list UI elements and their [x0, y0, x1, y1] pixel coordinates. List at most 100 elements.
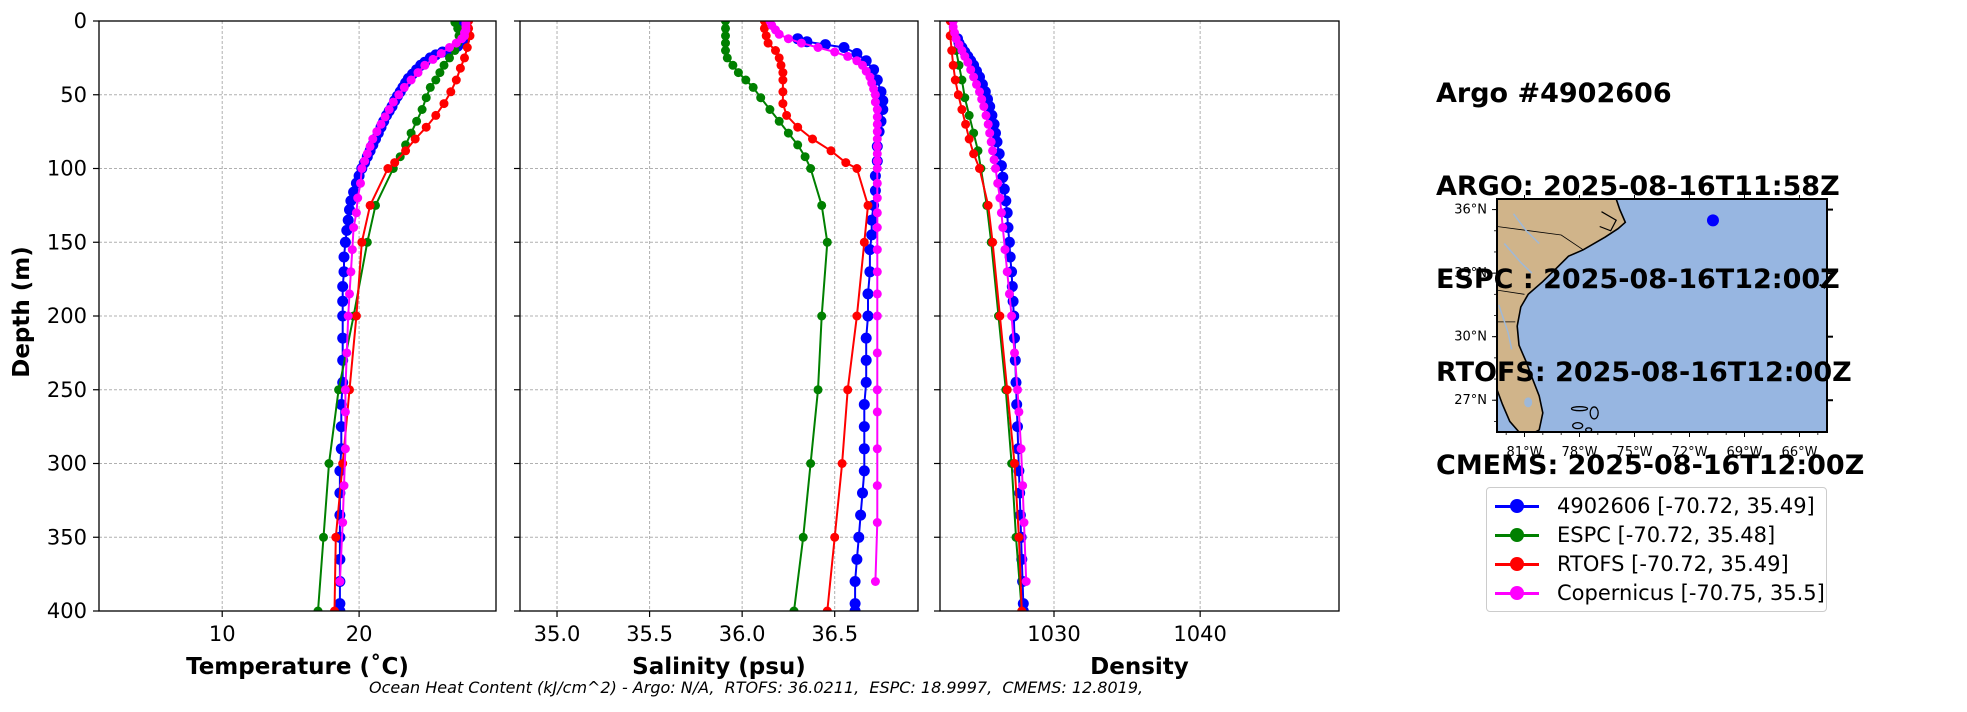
data-point-argo — [339, 236, 351, 248]
data-point-rtofs — [431, 110, 441, 120]
data-point-espc — [793, 140, 803, 150]
data-point-espc — [412, 116, 422, 126]
data-point-espc — [822, 237, 832, 247]
data-point-cmems — [872, 245, 882, 255]
data-point-cmems — [1016, 444, 1026, 454]
data-point-argo — [849, 605, 861, 611]
data-point-cmems — [346, 267, 356, 277]
data-point-argo — [858, 443, 870, 455]
data-point-cmems — [1004, 289, 1014, 299]
data-point-cmems — [360, 156, 370, 166]
data-point-argo — [866, 229, 878, 241]
data-point-cmems — [872, 156, 882, 166]
data-point-argo — [819, 39, 831, 51]
data-point-cmems — [1013, 385, 1022, 395]
legend-label-rtofs: RTOFS [-70.72, 35.49] — [1557, 552, 1789, 576]
data-point-rtofs — [421, 122, 431, 132]
series-group — [721, 21, 889, 611]
map-island-bermuda — [1819, 283, 1826, 289]
data-point-cmems — [993, 178, 1003, 188]
x-tick-label: 36.5 — [811, 622, 858, 646]
data-point-argo — [858, 465, 870, 477]
data-point-rtofs — [964, 134, 974, 144]
data-point-rtofs — [401, 146, 411, 156]
y-tick-label: 350 — [47, 525, 87, 549]
data-point-cmems — [872, 178, 882, 188]
data-point-cmems — [872, 223, 882, 232]
data-point-cmems — [413, 68, 423, 78]
data-point-rtofs — [330, 606, 339, 611]
map-island — [1572, 421, 1584, 430]
data-point-rtofs — [383, 164, 393, 173]
legend-swatch-espc — [1495, 521, 1539, 549]
data-point-cmems — [870, 97, 880, 107]
data-point-argo — [849, 576, 861, 587]
data-point-cmems — [872, 208, 882, 218]
map-lon-label: 72°W — [1672, 445, 1708, 460]
y-tick-label: 400 — [47, 599, 87, 623]
data-point-cmems — [813, 43, 823, 52]
data-point-rtofs — [1010, 459, 1019, 468]
data-point-argo — [877, 95, 889, 107]
data-point-cmems — [349, 223, 359, 232]
data-point-rtofs — [778, 75, 788, 85]
title-line-rtofs-time: RTOFS: 2025-08-16T12:00Z — [1436, 357, 1852, 388]
data-point-rtofs — [953, 90, 963, 100]
x-tick-label: 1030 — [1027, 622, 1080, 646]
data-point-espc — [774, 116, 784, 126]
legend-swatch-argo — [1495, 492, 1539, 520]
data-point-cmems — [872, 289, 882, 299]
x-axis-label-salinity: Salinity (psu) — [632, 654, 806, 680]
data-point-espc — [334, 385, 344, 395]
data-point-cmems — [872, 518, 882, 527]
legend-item-argo: 4902606 [-70.72, 35.49] — [1495, 492, 1815, 520]
data-point-espc — [453, 23, 463, 33]
data-point-rtofs — [988, 237, 998, 247]
data-point-cmems — [998, 223, 1008, 232]
map-river — [1503, 243, 1533, 274]
data-point-cmems — [872, 311, 882, 321]
legend-item-copernicus: Copernicus [-70.75, 35.5] — [1495, 579, 1825, 607]
data-point-cmems — [451, 38, 461, 48]
data-point-cmems — [979, 102, 989, 111]
data-point-rtofs — [826, 146, 836, 156]
data-point-rtofs — [863, 200, 873, 210]
data-point-espc — [964, 110, 974, 120]
data-point-cmems — [872, 407, 882, 417]
title-line-espc-time: ESPC : 2025-08-16T12:00Z — [1436, 264, 1840, 295]
data-point-espc — [789, 606, 799, 611]
data-point-rtofs — [774, 53, 784, 63]
map-lat-label: 36°N — [1454, 203, 1487, 218]
data-point-espc — [722, 53, 732, 63]
data-point-cmems — [872, 267, 882, 277]
data-point-cmems — [969, 72, 979, 82]
data-point-cmems — [783, 34, 793, 44]
data-point-rtofs — [351, 311, 361, 321]
y-tick-label: 200 — [47, 304, 87, 328]
data-point-espc — [733, 68, 743, 78]
data-point-cmems — [872, 444, 882, 454]
data-point-rtofs — [950, 75, 960, 85]
data-point-cmems — [988, 146, 998, 156]
x-axis-label-density: Density — [1090, 654, 1189, 680]
data-point-espc — [435, 68, 445, 78]
data-point-espc — [721, 31, 730, 41]
data-point-argo — [998, 183, 1010, 195]
legend-swatch-rtofs — [1495, 550, 1539, 578]
data-point-argo — [860, 376, 872, 388]
map-island — [1589, 406, 1599, 420]
data-point-cmems — [376, 119, 386, 129]
data-point-cmems — [339, 481, 349, 491]
data-point-cmems — [380, 112, 390, 122]
map-lat-label: 33°N — [1454, 266, 1487, 281]
panel-temperature: 0 50 100 150 200 250 300 350 400 10 20 Temperature … — [47, 9, 497, 680]
series-line-argo — [797, 37, 884, 611]
data-point-espc — [765, 105, 775, 114]
x-tick-label: 20 — [346, 622, 373, 646]
data-point-cmems — [436, 49, 446, 58]
data-point-rtofs — [455, 63, 465, 73]
data-point-cmems — [388, 97, 398, 107]
data-point-espc — [728, 60, 738, 70]
